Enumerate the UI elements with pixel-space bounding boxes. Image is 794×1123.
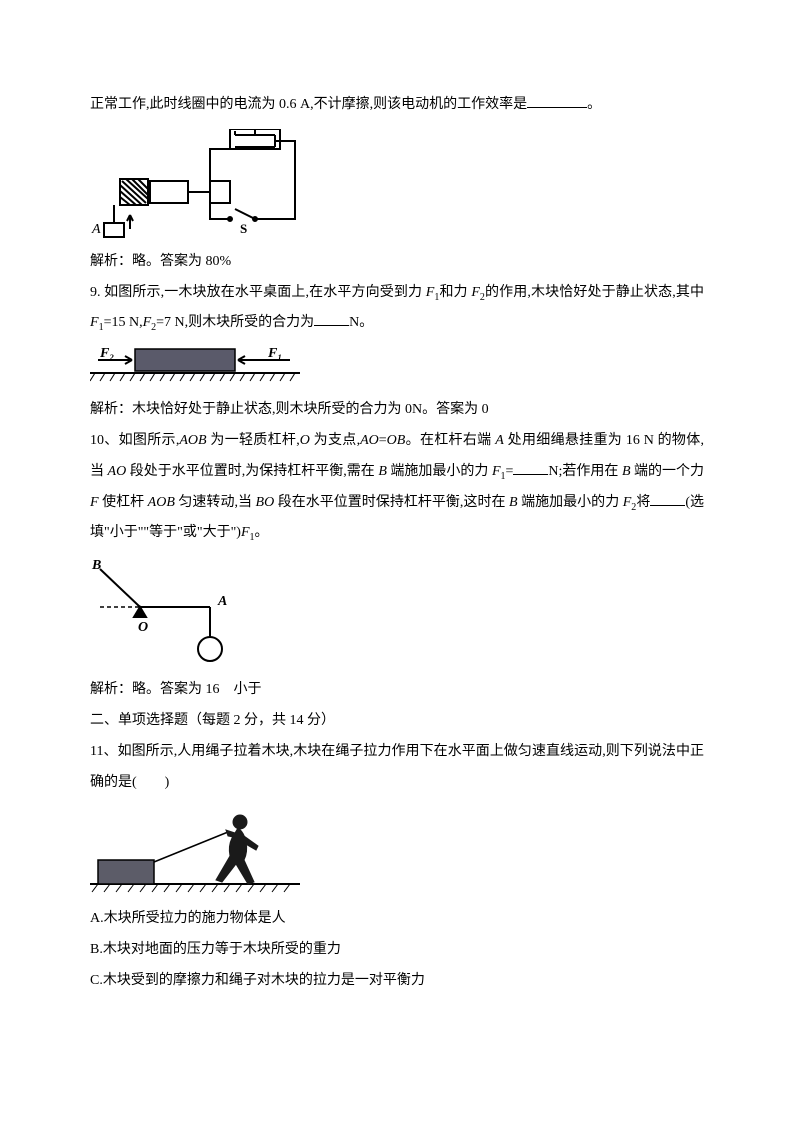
i: BO: [256, 495, 275, 510]
t: 为支点,: [310, 433, 360, 448]
i: OB: [387, 433, 406, 448]
q11-opt-c: C.木块受到的摩擦力和绳子对木块的拉力是一对平衡力: [90, 966, 704, 997]
label-O: O: [138, 620, 148, 635]
q11-opt-b: B.木块对地面的压力等于木块所受的重力: [90, 935, 704, 966]
t: 使杠杆: [99, 495, 148, 510]
t: 如图所示,人用绳子拉着木块,木块在绳子拉力作用下在水平面上做匀速直线运动,则下列…: [90, 744, 704, 790]
q8-answer: 解析：略。答案为 80%: [90, 247, 704, 278]
figure-11-person-pulling: [90, 806, 704, 896]
i: B: [509, 495, 518, 510]
figure-9-block-forces: F₂ F₁: [90, 347, 704, 387]
t: 将: [636, 495, 650, 510]
i: B: [622, 464, 631, 479]
figure-10-lever: B A O: [90, 557, 704, 667]
i: AOB: [179, 433, 206, 448]
blank: [527, 94, 587, 108]
figure-8-motor-circuit: A S: [90, 129, 704, 239]
i: AO: [108, 464, 127, 479]
f: F: [143, 315, 152, 330]
q9-text: 9. 如图所示,一木块放在水平桌面上,在水平方向受到力 F1和力 F2的作用,木…: [90, 278, 704, 340]
t: 为一轻质杠杆,: [207, 433, 300, 448]
q9-answer: 解析：木块恰好处于静止状态,则木块所受的合力为 0N。答案为 0: [90, 395, 704, 426]
t: 段在水平位置时保持杠杆平衡,这时在: [274, 495, 509, 510]
label-A: A: [217, 594, 227, 609]
t: 和力: [439, 285, 471, 300]
i: AOB: [148, 495, 175, 510]
q9-number: 9.: [90, 285, 104, 300]
t: 。: [255, 525, 269, 540]
blank: [650, 492, 685, 506]
t: 端施加最小的力: [387, 464, 492, 479]
i: F: [90, 495, 99, 510]
label-F2: F₂: [99, 347, 114, 361]
q11-text: 11、如图所示,人用绳子拉着木块,木块在绳子拉力作用下在水平面上做匀速直线运动,…: [90, 737, 704, 799]
section-2-title: 二、单项选择题（每题 2 分，共 14 分）: [90, 706, 704, 737]
i: F: [623, 495, 632, 510]
f: F: [90, 315, 99, 330]
i: A: [495, 433, 504, 448]
label-B: B: [91, 558, 101, 573]
t: 的作用,木块恰好处于静止状态,其中: [485, 285, 704, 300]
q8-text-after: 。: [587, 97, 601, 112]
t: 如图所示,一木块放在水平桌面上,在水平方向受到力: [104, 285, 426, 300]
t: =: [506, 464, 514, 479]
blank: [513, 461, 548, 475]
t: 端的一个力: [631, 464, 705, 479]
blank: [314, 312, 349, 326]
t: 端施加最小的力: [518, 495, 623, 510]
q11-opt-a: A.木块所受拉力的施力物体是人: [90, 904, 704, 935]
q8-continuation: 正常工作,此时线圈中的电流为 0.6 A,不计摩擦,则该电动机的工作效率是 。: [90, 90, 704, 121]
f: F: [471, 285, 480, 300]
n: 11、: [90, 744, 118, 759]
i: F: [241, 525, 250, 540]
t: 如图所示,: [119, 433, 180, 448]
t: =7 N,则木块所受的合力为: [156, 315, 314, 330]
t: 匀速转动,当: [175, 495, 256, 510]
i: F: [492, 464, 501, 479]
t: 段处于水平位置时,为保持杠杆平衡,需在: [126, 464, 378, 479]
t: =15 N,: [104, 315, 143, 330]
q8-text-before: 正常工作,此时线圈中的电流为 0.6 A,不计摩擦,则该电动机的工作效率是: [90, 97, 527, 112]
label-S: S: [240, 221, 247, 236]
q10-answer: 解析：略。答案为 16 小于: [90, 675, 704, 706]
i: B: [378, 464, 387, 479]
label-A: A: [91, 222, 101, 237]
t: N;若作用在: [548, 464, 622, 479]
t: =: [379, 433, 387, 448]
t: 。在杠杆右端: [405, 433, 495, 448]
i: AO: [360, 433, 379, 448]
q10-text: 10、如图所示,AOB 为一轻质杠杆,O 为支点,AO=OB。在杠杆右端 A 处…: [90, 426, 704, 549]
label-F1: F₁: [267, 347, 282, 361]
t: N。: [349, 315, 373, 330]
n: 10、: [90, 433, 119, 448]
i: O: [300, 433, 310, 448]
